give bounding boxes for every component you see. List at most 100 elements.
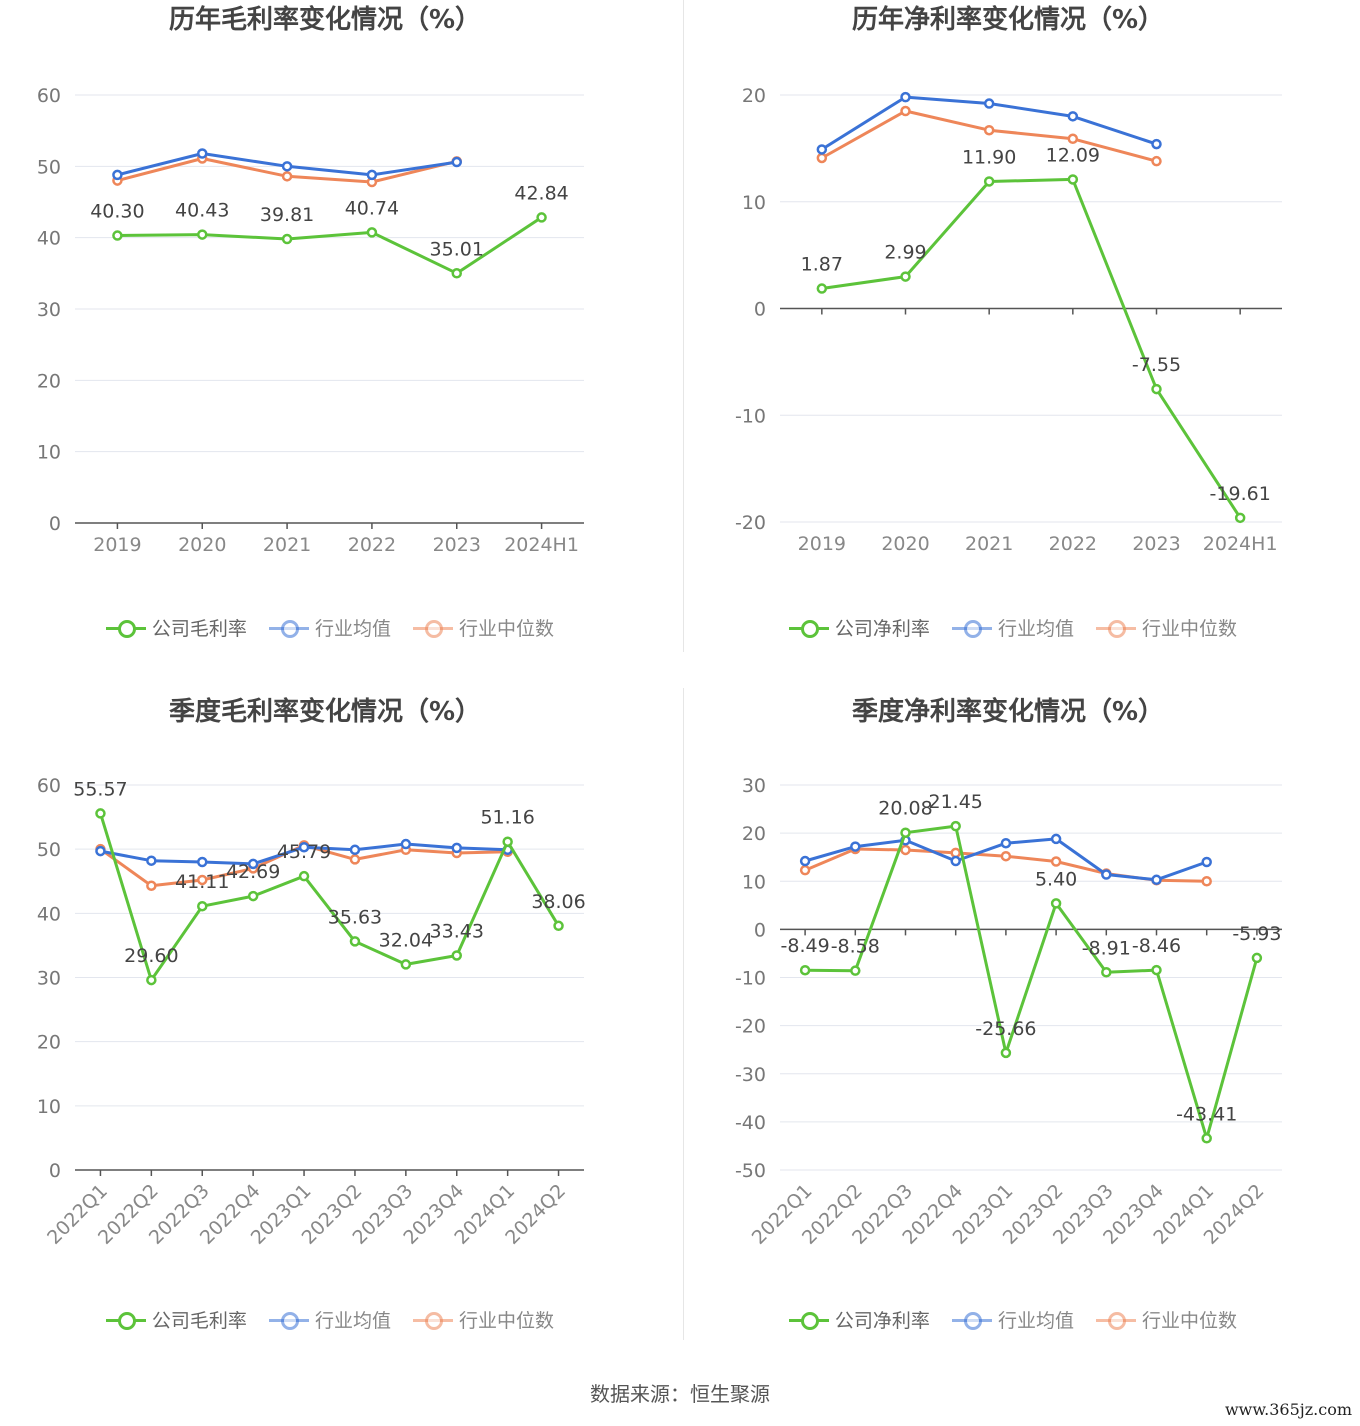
x-tick-label: 2023 [1132,533,1180,555]
chart-svg: 01020304050602022Q12022Q22022Q32022Q4202… [37,775,586,1249]
data-label: 42.84 [514,182,568,204]
data-point-avg [95,845,106,857]
data-label: 12.09 [1046,144,1100,166]
y-tick-label: 50 [37,839,61,861]
y-tick-label: 20 [37,370,61,392]
chart-annual-net-margin: 历年净利率变化情况（%） -20 -10 0 10 20 2019 2020 2021 2022… [683,0,1360,690]
y-tick-label: 30 [742,775,766,797]
data-label: 20.08 [878,798,932,820]
legend-label: 公司毛利率 [151,1310,247,1332]
y-tick-label: 30 [37,968,61,990]
data-point-company [816,283,828,294]
data-point-avg [799,855,811,867]
chart-annual-gross-margin: 历年毛利率变化情况（%） 0 10 20 30 40 50 60 2019 2020 2021 20… [0,0,680,690]
series-line-company [805,824,1259,1140]
data-point-company [1050,898,1062,909]
y-tick-label: -50 [735,1160,766,1182]
data-label: -19.61 [1210,483,1271,505]
data-point-median [1050,856,1062,867]
x-tick-label: 2022 [348,534,396,556]
y-tick-label: 30 [37,299,61,321]
chart-title: 历年净利率变化情况（%） [851,5,1165,35]
y-tick-label: -20 [735,1016,766,1038]
legend-item-avg[interactable]: 行业均值 [951,614,1074,641]
chart-legend: 公司净利率 行业均值 行业中位数 [683,614,1343,641]
data-point-median [1151,155,1162,167]
data-point-avg [281,161,293,172]
legend-line-icon [413,618,454,638]
data-point-company [400,959,412,970]
x-tick-label: 2020 [881,533,929,555]
legend-line-icon [105,1310,146,1330]
legend-item-median[interactable]: 行业中位数 [413,1306,554,1333]
legend-item-company[interactable]: 公司毛利率 [105,614,247,641]
data-point-median [197,874,208,886]
legend-label: 公司净利率 [834,618,930,640]
data-point-company [1151,964,1162,976]
data-point-avg [112,169,123,181]
y-tick-label: 60 [37,85,61,107]
data-point-company [900,271,911,282]
y-tick-label: -20 [735,512,766,534]
data-point-company [1101,967,1112,978]
legend-label: 行业均值 [314,618,391,640]
y-tick-label: 20 [37,1032,61,1054]
data-point-company [950,820,961,832]
legend-line-icon [268,1310,309,1330]
data-point-company [349,936,361,947]
legend-item-median[interactable]: 行业中位数 [1096,614,1237,641]
data-point-avg [366,169,378,181]
data-label: 2.99 [884,242,926,264]
y-tick-label: 10 [742,871,766,893]
chart-title: 历年毛利率变化情况（%） [168,5,482,35]
legend-item-company[interactable]: 公司毛利率 [105,1306,247,1333]
data-label: -8.46 [1132,935,1181,957]
data-point-avg [1050,833,1062,845]
data-point-company [502,836,513,847]
legend-item-median[interactable]: 行业中位数 [413,614,554,641]
legend-item-median[interactable]: 行业中位数 [1096,1306,1237,1333]
data-point-median [900,844,911,856]
legend-label: 行业均值 [997,618,1074,640]
data-point-company [281,233,293,245]
data-point-avg [1151,138,1162,150]
data-label: 5.40 [1035,868,1077,890]
data-point-median [146,880,157,891]
legend-item-company[interactable]: 公司净利率 [788,614,930,641]
watermark: www.365jz.com [1224,1400,1352,1419]
legend-item-avg[interactable]: 行业均值 [951,1306,1074,1333]
y-tick-label: 10 [742,192,766,214]
data-point-median [1000,850,1012,862]
legend-line-icon [1096,1310,1137,1330]
data-point-avg [816,144,828,155]
y-tick-label: -40 [735,1112,766,1134]
y-tick-label: 0 [754,919,766,941]
data-point-company [298,870,310,882]
y-tick-label: 10 [37,442,61,464]
chart-quarterly-gross-margin: 季度毛利率变化情况（%） 0 10 20 30 40 50 60 2022Q1 2022Q2 20… [0,692,680,1382]
chart-legend: 公司净利率 行业均值 行业中位数 [683,1306,1343,1333]
data-point-avg [298,841,310,853]
data-point-avg [349,844,361,856]
data-label: 40.74 [345,197,399,219]
legend-label: 行业中位数 [459,1310,555,1332]
data-label: -43.41 [1176,1103,1237,1125]
legend-item-avg[interactable]: 行业均值 [268,614,391,641]
data-point-avg [1201,856,1212,868]
data-label: 39.81 [260,204,314,226]
data-point-company [850,965,861,976]
y-tick-label: 0 [49,1160,61,1182]
legend-label: 公司毛利率 [151,618,247,640]
legend-item-avg[interactable]: 行业均值 [268,1306,391,1333]
data-point-company [799,964,811,976]
y-tick-label: 0 [754,299,766,321]
legend-line-icon [413,1310,454,1330]
legend-line-icon [788,1310,829,1330]
legend-item-company[interactable]: 公司净利率 [788,1306,930,1333]
legend-line-icon [951,1310,992,1330]
data-point-avg [451,842,462,854]
data-label: 55.57 [73,778,127,800]
data-label: 29.60 [124,945,178,967]
data-point-company [900,827,911,838]
data-label: 11.90 [962,146,1016,168]
